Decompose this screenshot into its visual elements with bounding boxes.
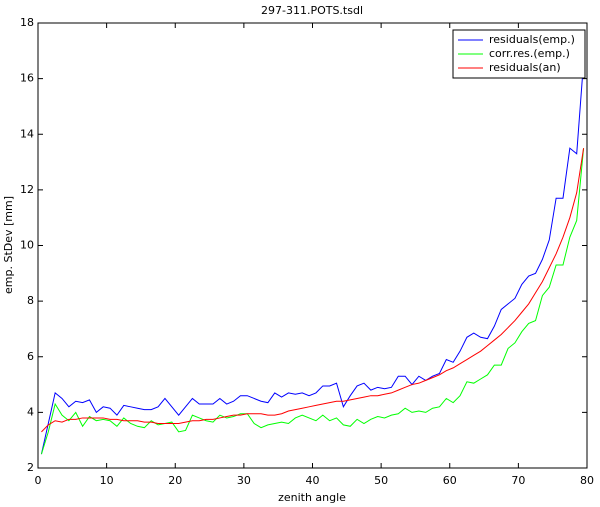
legend-label: corr.res.(emp.) <box>489 47 570 60</box>
y-tick-label: 2 <box>27 461 34 474</box>
y-tick-label: 18 <box>20 16 34 29</box>
x-tick-label: 20 <box>168 474 182 487</box>
x-tick-label: 0 <box>35 474 42 487</box>
y-tick-label: 10 <box>20 239 34 252</box>
x-axis-label: zenith angle <box>278 491 346 504</box>
x-tick-label: 30 <box>237 474 251 487</box>
x-tick-label: 70 <box>511 474 525 487</box>
x-tick-label: 60 <box>443 474 457 487</box>
series-line <box>40 61 585 455</box>
y-axis-label: emp. StDev [mm] <box>2 196 15 294</box>
y-tick-label: 14 <box>20 127 34 140</box>
x-tick-label: 50 <box>374 474 388 487</box>
y-tick-label: 16 <box>20 72 34 85</box>
x-tick-label: 80 <box>580 474 594 487</box>
series-line <box>41 148 585 433</box>
y-tick-label: 4 <box>27 405 34 418</box>
y-tick-label: 8 <box>27 294 34 307</box>
legend-label: residuals(emp.) <box>489 33 575 46</box>
y-tick-label: 12 <box>20 183 34 196</box>
x-tick-label: 10 <box>100 474 114 487</box>
legend-label: residuals(an) <box>489 61 561 74</box>
y-tick-label: 6 <box>27 350 34 363</box>
chart-title: 297-311.POTS.tsdl <box>261 4 363 17</box>
series-line <box>40 148 585 455</box>
x-tick-label: 40 <box>306 474 320 487</box>
